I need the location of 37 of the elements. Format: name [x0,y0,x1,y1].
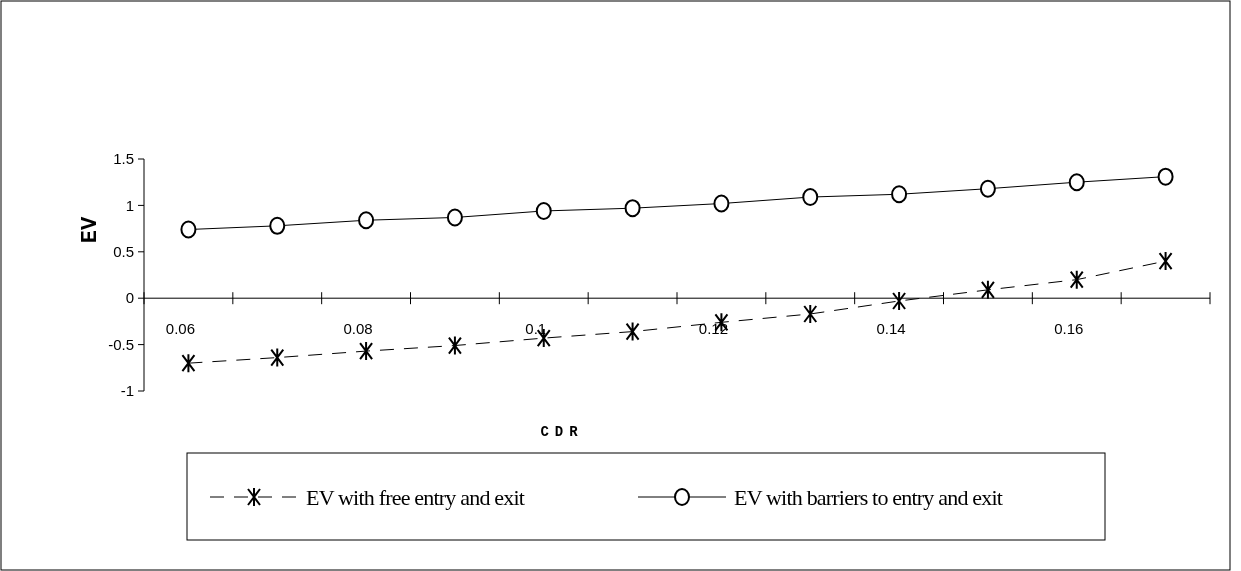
point [358,211,375,230]
point [892,290,907,311]
point [713,194,730,213]
legend-label: EV with free entry and exit [306,484,525,510]
y-axis-title: EV [78,216,103,244]
legend-label: EV with barriers to entry and exit [734,484,1003,510]
x-tick-label: 0.06 [165,320,196,338]
point [270,347,285,368]
point [1069,269,1084,290]
point [269,216,286,235]
point [625,321,640,342]
point [1158,251,1173,272]
x-tick-label: 0.08 [343,320,373,338]
point [624,199,641,218]
x-tick-label: 0.16 [1054,320,1084,338]
point [802,188,819,207]
point [180,220,197,239]
point [891,185,908,204]
point [359,341,374,362]
y-tick-label: 1.5 [113,150,134,168]
point [1157,167,1174,186]
x-tick-label: 0.1 [525,320,547,338]
y-tick-label: -0.5 [108,335,134,353]
point [980,279,995,300]
x-tick-label: 0.14 [876,320,906,338]
x-axis-title: CDR [540,424,584,440]
point [446,208,463,227]
y-tick-label: 1 [125,196,134,214]
point [1068,173,1085,192]
y-tick-label: 0.5 [113,243,134,261]
y-tick-label: -1 [120,382,134,400]
y-tick-label: 0 [125,289,134,307]
point [979,179,996,198]
point [447,335,462,356]
point [535,201,552,220]
point [803,303,818,324]
point [181,353,196,374]
